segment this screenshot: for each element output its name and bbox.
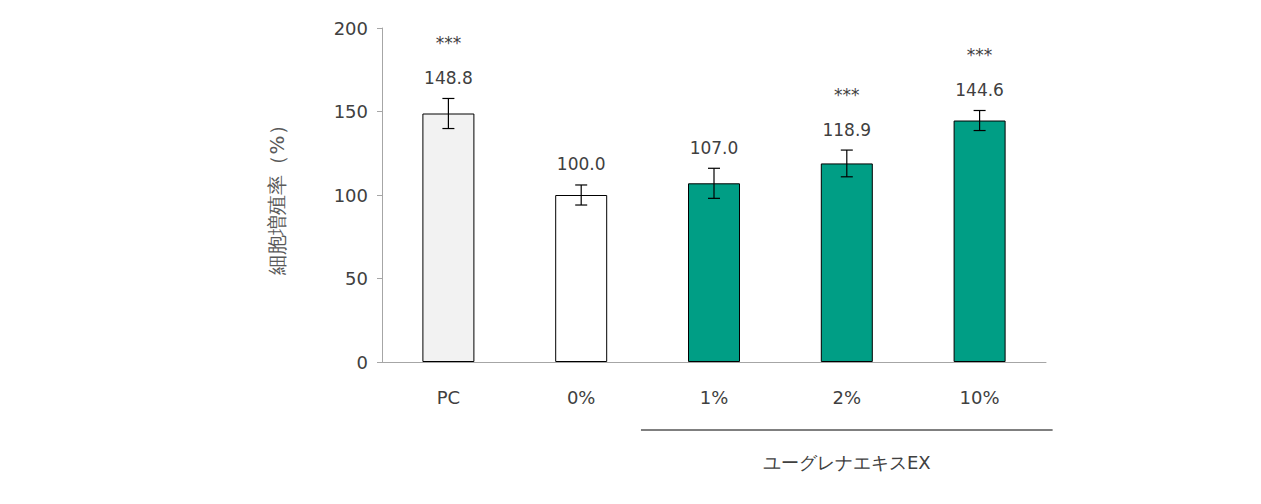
svg-text:10%: 10%: [960, 387, 1000, 408]
svg-text:PC: PC: [437, 387, 460, 408]
svg-text:0%: 0%: [567, 387, 596, 408]
svg-text:50: 50: [345, 268, 368, 289]
svg-text:0: 0: [357, 352, 368, 373]
svg-text:2%: 2%: [833, 387, 862, 408]
svg-text:1%: 1%: [700, 387, 729, 408]
svg-text:150: 150: [334, 101, 368, 122]
svg-text:***: ***: [436, 33, 462, 53]
svg-text:100.0: 100.0: [557, 154, 606, 174]
svg-text:ユーグレナエキスEX: ユーグレナエキスEX: [763, 452, 931, 473]
svg-text:148.8: 148.8: [424, 68, 473, 88]
svg-text:118.9: 118.9: [822, 120, 871, 140]
svg-text:107.0: 107.0: [690, 138, 739, 158]
svg-text:200: 200: [334, 18, 368, 39]
svg-text:***: ***: [834, 85, 860, 105]
svg-text:細胞増殖率（%）: 細胞増殖率（%）: [265, 115, 289, 275]
svg-text:100: 100: [334, 185, 368, 206]
svg-text:144.6: 144.6: [955, 80, 1004, 100]
svg-text:***: ***: [967, 45, 993, 65]
